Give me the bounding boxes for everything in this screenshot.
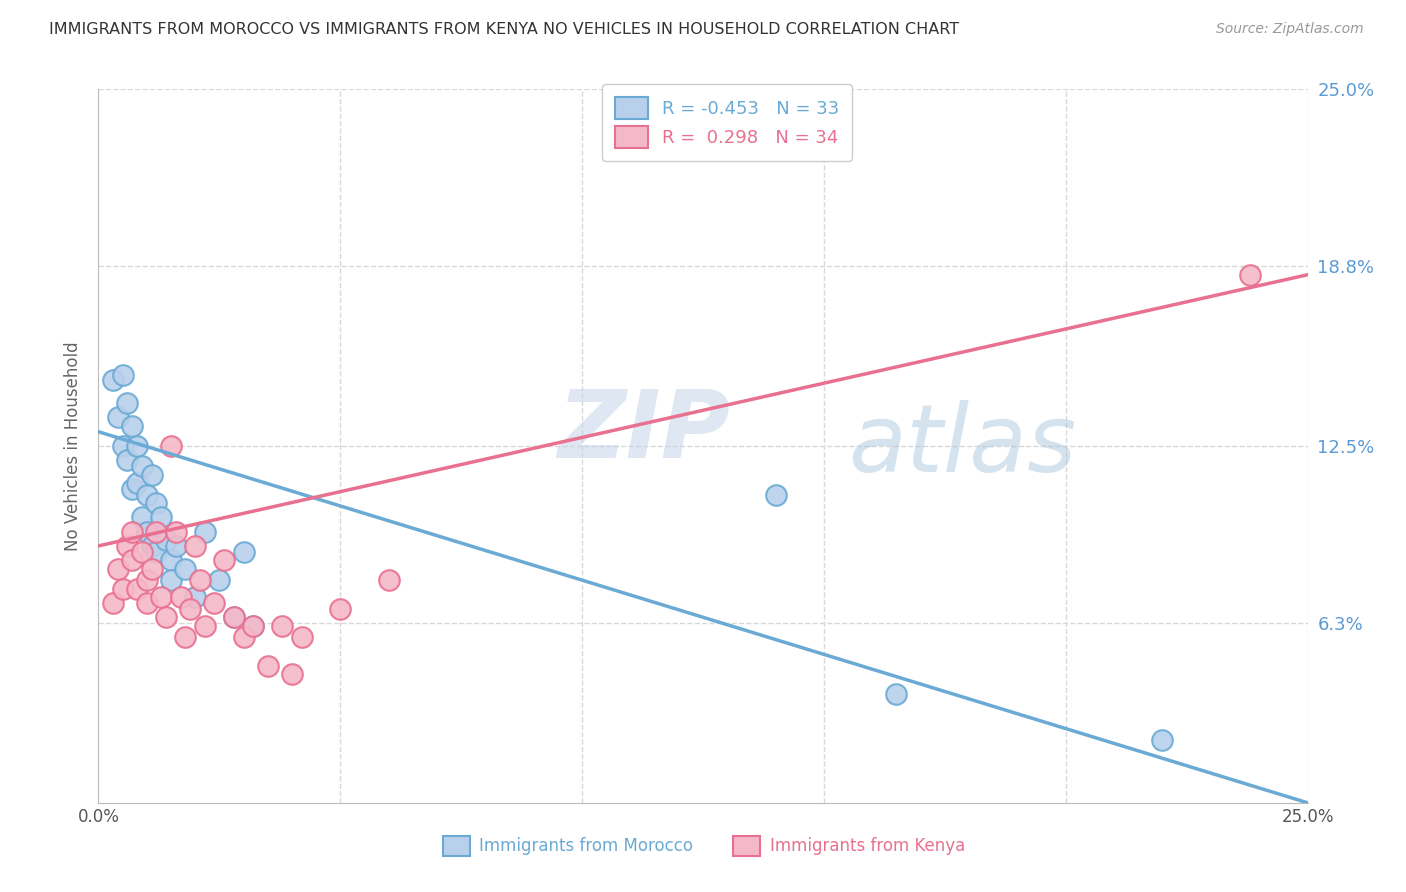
Point: [141, 467, 163, 482]
Point: [242, 619, 264, 633]
Point: [150, 591, 173, 605]
Point: [256, 658, 278, 673]
Point: [101, 373, 124, 387]
Point: [131, 458, 153, 473]
Point: [107, 562, 129, 576]
Point: [222, 610, 245, 624]
Point: [141, 562, 163, 576]
Point: [765, 487, 787, 501]
Point: [121, 553, 143, 567]
Y-axis label: No Vehicles in Household: No Vehicles in Household: [65, 341, 83, 551]
Text: Source: ZipAtlas.com: Source: ZipAtlas.com: [1216, 22, 1364, 37]
Point: [242, 619, 264, 633]
Point: [174, 630, 197, 644]
Point: [150, 510, 173, 524]
Point: [160, 573, 183, 587]
Point: [174, 562, 197, 576]
Point: [165, 539, 187, 553]
Point: [145, 496, 167, 510]
Legend: R = -0.453   N = 33, R =  0.298   N = 34: R = -0.453 N = 33, R = 0.298 N = 34: [602, 84, 852, 161]
Point: [179, 601, 201, 615]
Point: [208, 573, 231, 587]
Point: [135, 573, 157, 587]
Point: [127, 476, 149, 491]
Point: [131, 510, 153, 524]
Point: [886, 687, 908, 701]
Bar: [734, 836, 759, 856]
Text: Immigrants from Morocco: Immigrants from Morocco: [479, 837, 693, 855]
Point: [232, 630, 254, 644]
Point: [188, 573, 211, 587]
Point: [1239, 268, 1261, 282]
Point: [1152, 733, 1174, 747]
Point: [165, 524, 187, 539]
Point: [111, 368, 134, 382]
Point: [194, 619, 217, 633]
Point: [290, 630, 312, 644]
Point: [111, 439, 134, 453]
Point: [281, 667, 304, 681]
Point: [121, 482, 143, 496]
Point: [101, 596, 124, 610]
Point: [329, 601, 352, 615]
Point: [160, 439, 183, 453]
Point: [184, 591, 207, 605]
Point: [127, 439, 149, 453]
Point: [160, 553, 183, 567]
Point: [107, 410, 129, 425]
Text: Immigrants from Kenya: Immigrants from Kenya: [769, 837, 965, 855]
Point: [141, 539, 163, 553]
Point: [111, 582, 134, 596]
Point: [222, 610, 245, 624]
Point: [135, 524, 157, 539]
Point: [121, 524, 143, 539]
Point: [194, 524, 217, 539]
Point: [155, 610, 177, 624]
Point: [135, 596, 157, 610]
Point: [135, 487, 157, 501]
Point: [155, 533, 177, 548]
Point: [204, 596, 226, 610]
Text: ZIP: ZIP: [558, 385, 731, 478]
Point: [117, 396, 139, 410]
Text: atlas: atlas: [848, 401, 1077, 491]
Point: [232, 544, 254, 558]
Point: [117, 453, 139, 467]
Point: [145, 544, 167, 558]
Point: [212, 553, 235, 567]
Point: [121, 419, 143, 434]
Point: [131, 544, 153, 558]
Point: [377, 573, 399, 587]
Point: [271, 619, 294, 633]
Point: [145, 524, 167, 539]
Point: [184, 539, 207, 553]
Bar: [443, 836, 470, 856]
Text: IMMIGRANTS FROM MOROCCO VS IMMIGRANTS FROM KENYA NO VEHICLES IN HOUSEHOLD CORREL: IMMIGRANTS FROM MOROCCO VS IMMIGRANTS FR…: [49, 22, 959, 37]
Point: [127, 582, 149, 596]
Point: [169, 591, 191, 605]
Point: [117, 539, 139, 553]
